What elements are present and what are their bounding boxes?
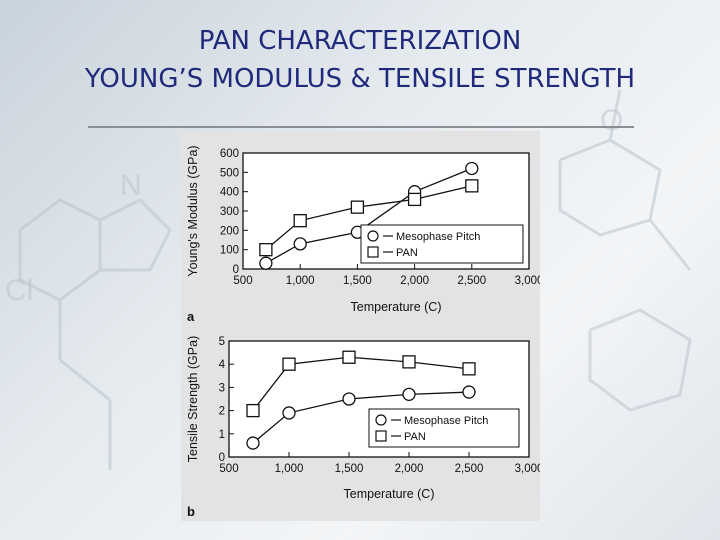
x-tick-label: 2,500	[455, 463, 484, 475]
data-point-square	[259, 243, 273, 257]
data-point-circle	[282, 406, 296, 420]
chart-svg: 0 100 200 300 400 500 600 500 1,000 1,500 2,000 2,5…	[186, 145, 540, 519]
y-axis-label: Young's Modulus (GPa)	[186, 145, 200, 276]
x-tick-label: 1,500	[343, 275, 372, 287]
data-point-square	[293, 214, 307, 228]
x-tick-label: 2,000	[395, 463, 424, 475]
data-point-circle	[342, 392, 356, 406]
legend-label: Mesophase Pitch	[404, 415, 488, 427]
title-divider	[88, 126, 634, 128]
svg-text:O: O	[600, 104, 623, 137]
data-point-square	[342, 350, 356, 364]
legend-label: PAN	[404, 431, 426, 443]
x-tick-label: 500	[219, 463, 238, 475]
x-tick-label: 1,000	[275, 463, 304, 475]
y-tick-label: 600	[220, 148, 239, 160]
legend-marker-square	[375, 430, 387, 442]
data-point-square	[246, 403, 260, 418]
legend-marker-circle	[375, 414, 387, 426]
y-tick-label: 400	[220, 187, 239, 199]
x-tick-label: 1,500	[335, 463, 364, 475]
title-line-1: PAN CHARACTERIZATION	[198, 26, 522, 56]
x-tick-label: 500	[233, 275, 252, 287]
panel-label: a	[187, 309, 195, 324]
y-tick-label: 5	[219, 336, 225, 348]
data-point-circle	[259, 256, 273, 270]
x-tick-label: 2,500	[457, 275, 486, 287]
y-axis-label: Tensile Strength (GPa)	[186, 336, 200, 462]
y-tick-label: 4	[219, 359, 226, 371]
x-tick-label: 1,000	[286, 275, 315, 287]
legend-box	[368, 408, 520, 448]
data-point-square	[350, 200, 365, 214]
slide-title: PAN CHARACTERIZATION YOUNG’S MODULUS & T…	[0, 22, 720, 98]
data-point-square	[462, 362, 476, 376]
svg-text:Cl: Cl	[5, 274, 33, 307]
legend-box	[360, 224, 524, 264]
data-point-square	[402, 355, 416, 369]
x-tick-label: 2,000	[400, 275, 429, 287]
y-tick-label: 0	[219, 452, 225, 464]
y-tick-label: 300	[220, 206, 239, 218]
x-tick-label: 3,000	[515, 463, 540, 475]
title-line-2: YOUNG’S MODULUS & TENSILE STRENGTH	[84, 64, 636, 94]
x-tick-label: 3,000	[515, 275, 540, 287]
data-point-circle	[462, 385, 476, 399]
svg-text:N: N	[120, 169, 142, 202]
data-point-circle	[293, 237, 307, 251]
data-point-square	[465, 179, 479, 193]
y-tick-label: 200	[220, 225, 239, 237]
legend-label: PAN	[396, 247, 418, 259]
chart-figure: 0 100 200 300 400 500 600 500 1,000 1,500 2,000 2,5…	[181, 131, 540, 521]
data-point-square	[407, 192, 422, 207]
data-point-circle	[402, 387, 416, 402]
y-tick-label: 500	[220, 167, 239, 179]
data-point-circle	[465, 161, 479, 176]
legend-marker-square	[367, 246, 379, 258]
data-point-square	[282, 357, 296, 371]
y-tick-label: 0	[233, 264, 239, 276]
x-axis-label: Temperature (C)	[351, 300, 442, 314]
x-axis-label: Temperature (C)	[344, 487, 435, 501]
y-tick-label: 3	[219, 382, 225, 394]
y-tick-label: 1	[219, 429, 225, 441]
y-tick-label: 100	[220, 245, 239, 257]
y-tick-label: 2	[219, 406, 225, 418]
legend-label: Mesophase Pitch	[396, 231, 480, 243]
legend-marker-circle	[367, 230, 379, 242]
panel-label: b	[187, 504, 195, 519]
data-point-circle	[246, 436, 260, 450]
